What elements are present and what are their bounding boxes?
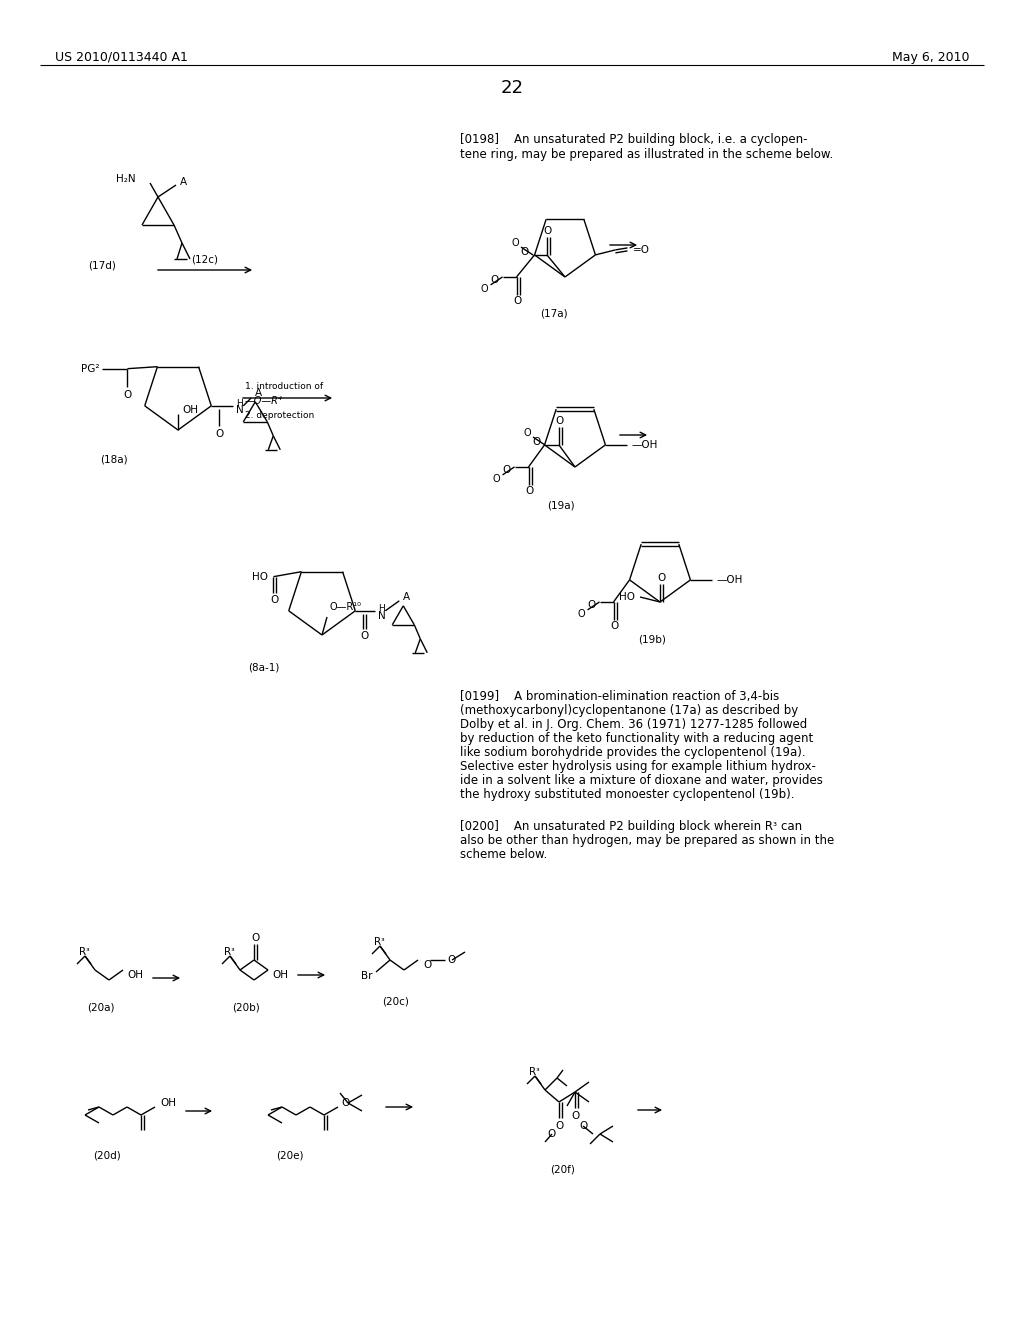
Text: O: O	[123, 389, 131, 400]
Text: A: A	[255, 388, 262, 397]
Text: [0198]    An unsaturated P2 building block, i.e. a cyclopen-: [0198] An unsaturated P2 building block,…	[460, 133, 808, 147]
Text: the hydroxy substituted monoester cyclopentenol (19b).: the hydroxy substituted monoester cyclop…	[460, 788, 795, 801]
Text: H₂N: H₂N	[117, 174, 136, 183]
Text: O: O	[656, 573, 666, 583]
Text: O: O	[493, 474, 501, 484]
Text: [0200]    An unsaturated P2 building block wherein Rᶟ can: [0200] An unsaturated P2 building block …	[460, 820, 802, 833]
Text: (20d): (20d)	[93, 1150, 121, 1160]
Text: O: O	[578, 609, 586, 619]
Text: (19b): (19b)	[638, 635, 666, 645]
Text: OH: OH	[160, 1098, 176, 1107]
Text: Rᶟ: Rᶟ	[224, 946, 234, 957]
Text: O: O	[544, 226, 552, 236]
Text: O: O	[556, 416, 564, 426]
Text: 1. introduction of: 1. introduction of	[245, 381, 324, 391]
Text: [0199]    A bromination-elimination reaction of 3,4-bis: [0199] A bromination-elimination reactio…	[460, 690, 779, 704]
Text: Rᶟ: Rᶟ	[79, 946, 90, 957]
Text: like sodium borohydride provides the cyclopentenol (19a).: like sodium borohydride provides the cyc…	[460, 746, 806, 759]
Text: O: O	[525, 486, 534, 496]
Text: O: O	[571, 1111, 581, 1121]
Text: H: H	[237, 400, 243, 408]
Text: =O: =O	[633, 246, 649, 255]
Text: (8a-1): (8a-1)	[248, 663, 280, 673]
Text: —O—R⁴: —O—R⁴	[245, 396, 283, 407]
Text: O: O	[588, 599, 596, 610]
Text: O: O	[481, 284, 488, 294]
Text: (20e): (20e)	[276, 1150, 303, 1160]
Text: O: O	[270, 595, 279, 605]
Text: OH: OH	[272, 970, 288, 979]
Text: (17d): (17d)	[88, 260, 116, 271]
Text: O: O	[341, 1098, 349, 1107]
Text: (20a): (20a)	[87, 1003, 115, 1012]
Text: OH: OH	[182, 405, 198, 414]
Text: HO: HO	[253, 572, 268, 582]
Text: Dolby et al. in J. Org. Chem. 36 (1971) 1277-1285 followed: Dolby et al. in J. Org. Chem. 36 (1971) …	[460, 718, 807, 731]
Text: O: O	[513, 296, 521, 306]
Text: (18a): (18a)	[100, 455, 128, 465]
Text: (19a): (19a)	[547, 500, 574, 510]
Text: O: O	[490, 275, 499, 285]
Text: O: O	[579, 1121, 587, 1131]
Text: O: O	[523, 428, 531, 438]
Text: O: O	[521, 247, 529, 257]
Text: O: O	[532, 437, 541, 447]
Text: O: O	[360, 631, 369, 640]
Text: O—R¹⁰: O—R¹⁰	[329, 602, 361, 612]
Text: Rᶟ: Rᶟ	[374, 937, 385, 946]
Text: N: N	[237, 405, 244, 414]
Text: (17a): (17a)	[540, 308, 567, 318]
Text: 22: 22	[501, 79, 523, 96]
Text: Rᶟ: Rᶟ	[529, 1067, 540, 1077]
Text: tene ring, may be prepared as illustrated in the scheme below.: tene ring, may be prepared as illustrate…	[460, 148, 834, 161]
Text: O: O	[548, 1129, 556, 1139]
Text: A: A	[403, 591, 411, 602]
Text: PG²: PG²	[81, 364, 99, 374]
Text: —OH: —OH	[632, 440, 657, 450]
Text: H: H	[378, 605, 385, 614]
Text: O: O	[511, 238, 519, 248]
Text: also be other than hydrogen, may be prepared as shown in the: also be other than hydrogen, may be prep…	[460, 834, 835, 847]
Text: scheme below.: scheme below.	[460, 847, 547, 861]
Text: (methoxycarbonyl)cyclopentanone (17a) as described by: (methoxycarbonyl)cyclopentanone (17a) as…	[460, 704, 799, 717]
Text: A: A	[180, 177, 187, 187]
Text: HO: HO	[618, 591, 635, 602]
Text: (20f): (20f)	[550, 1166, 574, 1175]
Text: (20b): (20b)	[232, 1003, 260, 1012]
Text: by reduction of the keto functionality with a reducing agent: by reduction of the keto functionality w…	[460, 733, 813, 744]
Text: OH: OH	[127, 970, 143, 979]
Text: ide in a solvent like a mixture of dioxane and water, provides: ide in a solvent like a mixture of dioxa…	[460, 774, 823, 787]
Text: O: O	[215, 429, 223, 438]
Text: O: O	[610, 620, 618, 631]
Text: O: O	[251, 933, 259, 942]
Text: O: O	[447, 954, 456, 965]
Text: (12c): (12c)	[191, 255, 218, 265]
Text: (20c): (20c)	[382, 997, 409, 1007]
Text: O: O	[423, 960, 431, 970]
Text: 2. deprotection: 2. deprotection	[245, 411, 314, 420]
Text: US 2010/0113440 A1: US 2010/0113440 A1	[55, 50, 187, 63]
Text: Selective ester hydrolysis using for example lithium hydrox-: Selective ester hydrolysis using for exa…	[460, 760, 816, 774]
Text: N: N	[378, 611, 386, 620]
Text: Br: Br	[360, 972, 372, 981]
Text: O: O	[556, 1121, 564, 1131]
Text: May 6, 2010: May 6, 2010	[893, 50, 970, 63]
Text: —OH: —OH	[717, 576, 742, 585]
Text: O: O	[503, 465, 511, 475]
